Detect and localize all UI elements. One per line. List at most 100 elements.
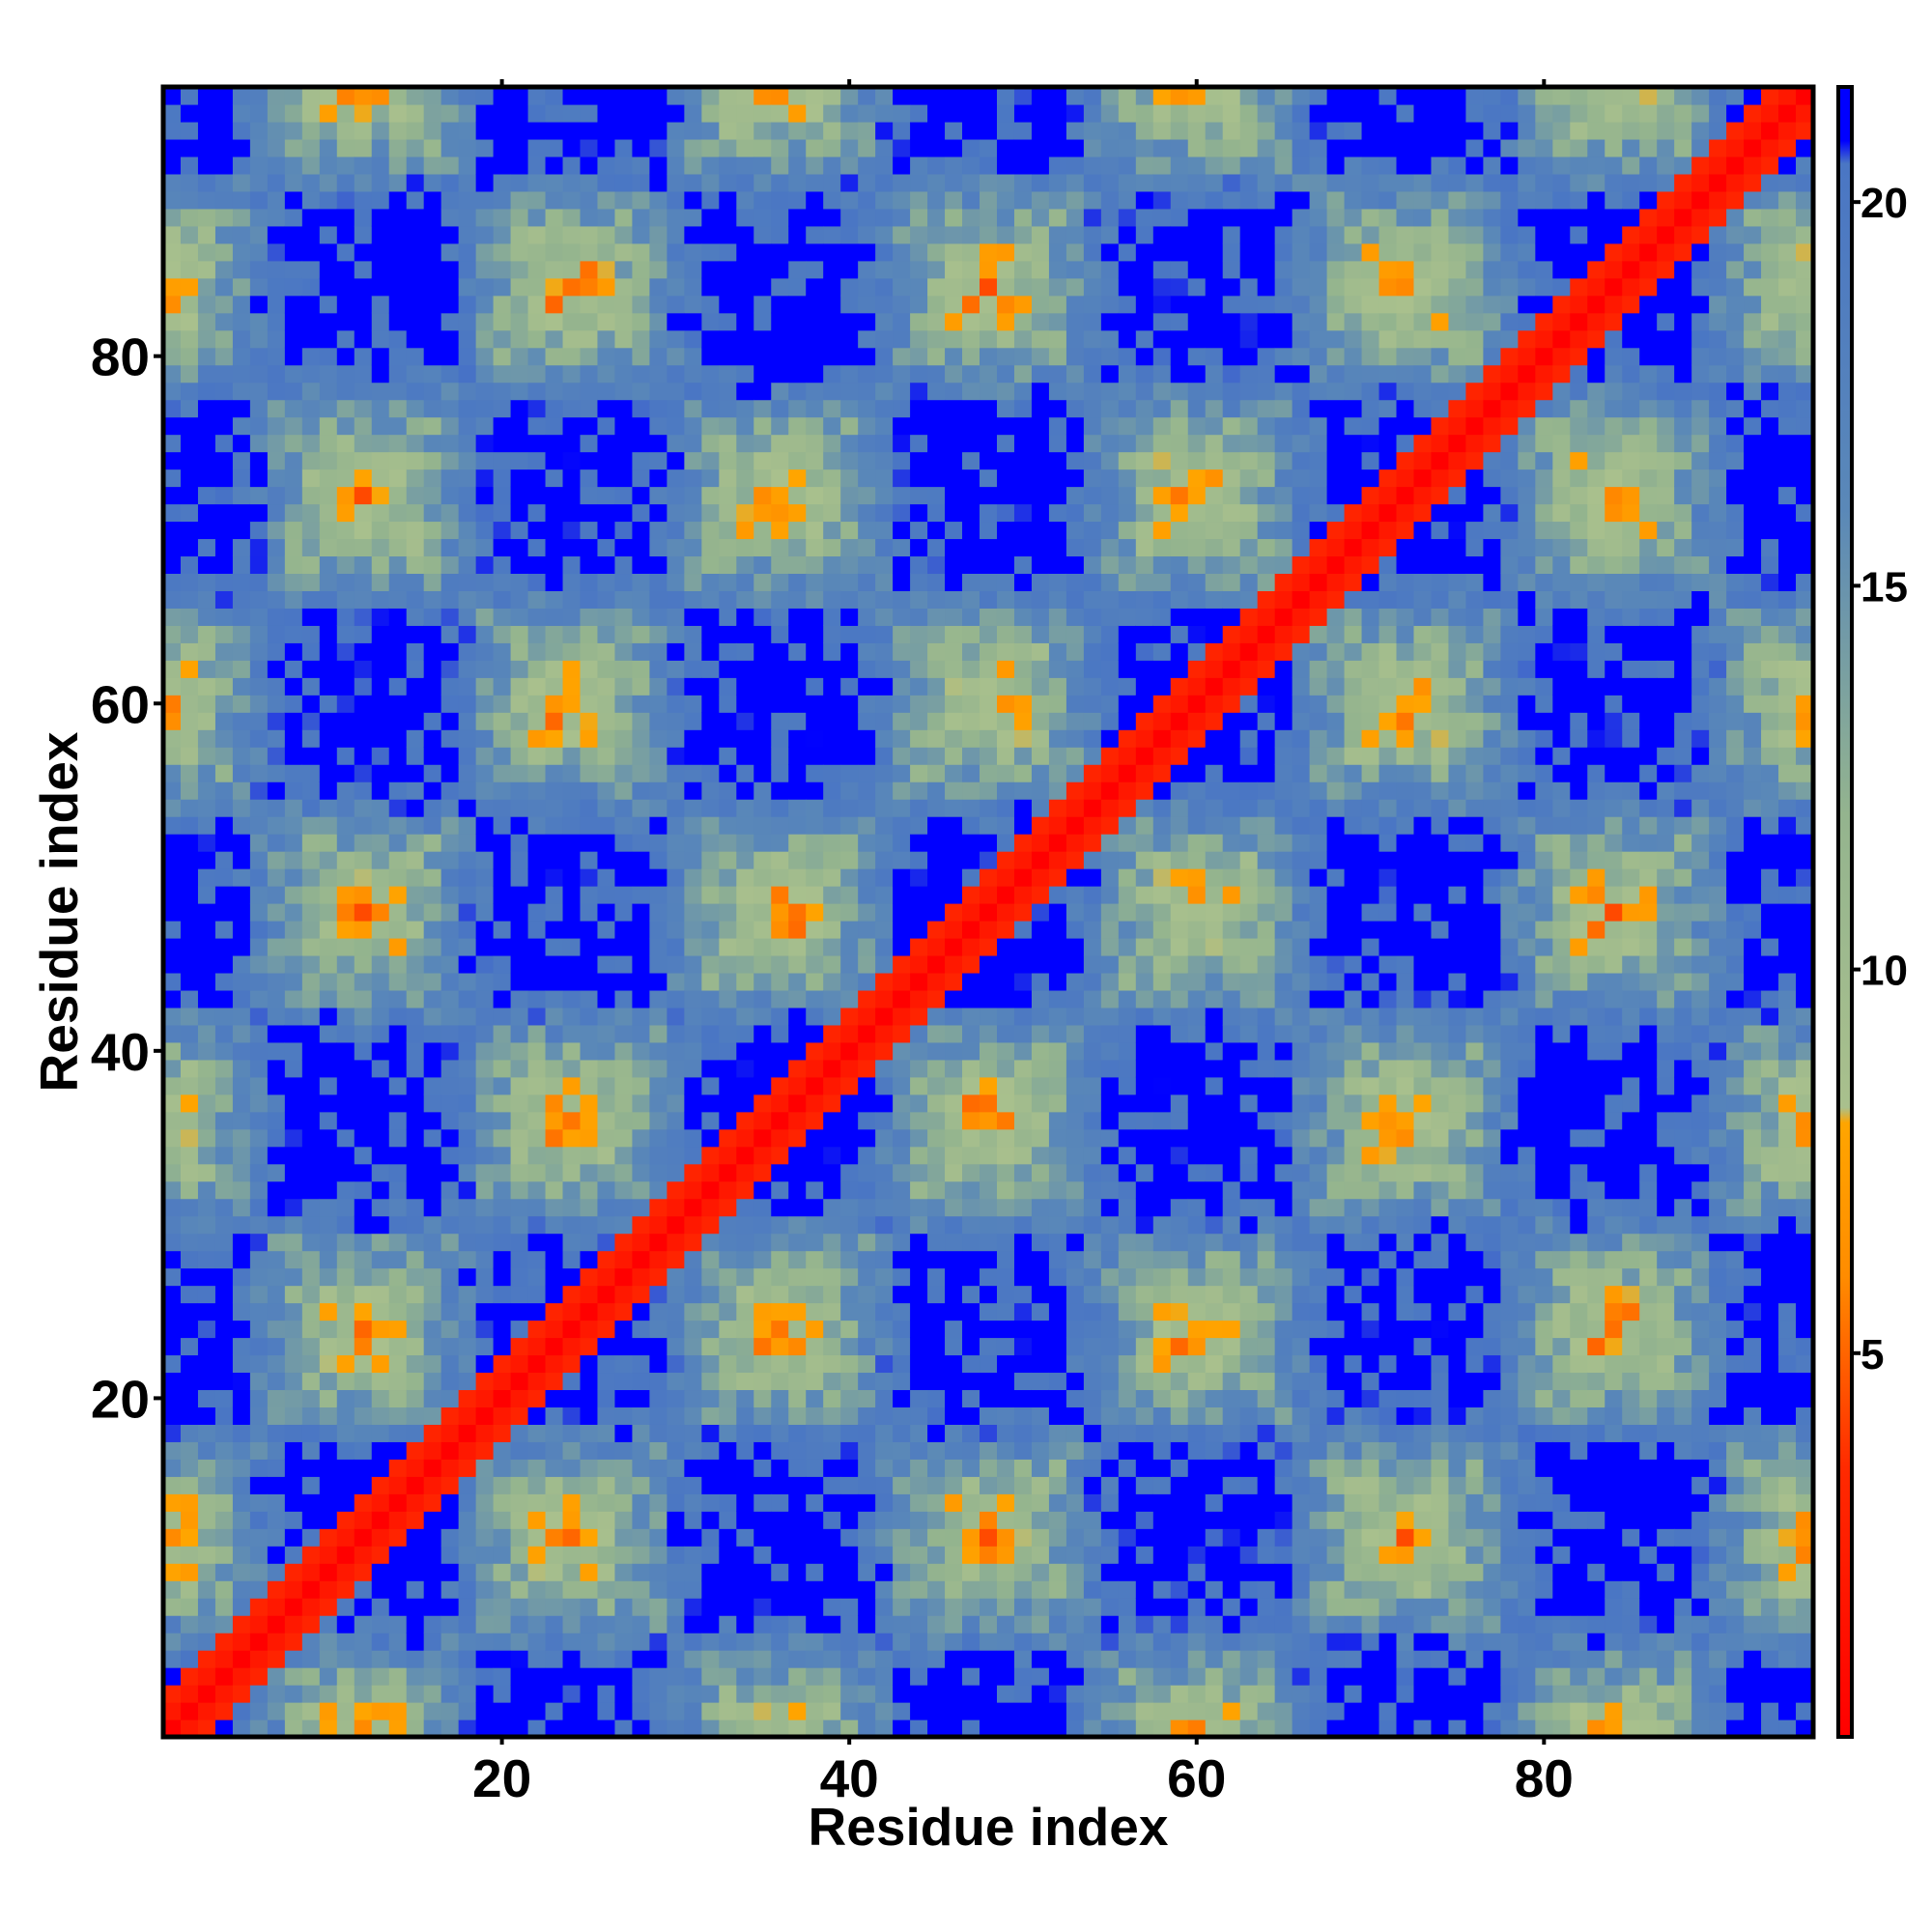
- heatmap-cell: [701, 555, 720, 575]
- heatmap-cell: [1031, 312, 1050, 331]
- heatmap-cell: [440, 173, 460, 192]
- heatmap-cell: [301, 260, 321, 279]
- heatmap-cell: [945, 851, 963, 869]
- heatmap-cell: [1013, 1233, 1033, 1252]
- heatmap-cell: [875, 382, 894, 401]
- heatmap-cell: [319, 1041, 338, 1061]
- heatmap-cell: [388, 260, 408, 279]
- heatmap-cell: [910, 1320, 928, 1339]
- heatmap-cell: [388, 87, 408, 105]
- heatmap-cell: [163, 799, 182, 817]
- heatmap-cell: [614, 416, 634, 436]
- heatmap-cell: [163, 1702, 182, 1720]
- heatmap-cell: [649, 347, 668, 366]
- heatmap-cell: [336, 260, 355, 279]
- heatmap-cell: [562, 1267, 582, 1287]
- heatmap-cell: [1013, 156, 1033, 175]
- heatmap-cell: [823, 173, 841, 192]
- heatmap-cell: [475, 190, 495, 210]
- heatmap-cell: [893, 1702, 911, 1720]
- heatmap-cell: [806, 608, 824, 626]
- heatmap-cell: [232, 1337, 251, 1356]
- heatmap-cell: [423, 1215, 442, 1235]
- heatmap-cell: [1013, 608, 1033, 626]
- heatmap-cell: [214, 799, 234, 817]
- heatmap-cell: [736, 781, 754, 800]
- heatmap-cell: [562, 903, 582, 922]
- heatmap-cell: [910, 1024, 928, 1043]
- heatmap-cell: [806, 590, 824, 609]
- heatmap-cell: [267, 1685, 286, 1703]
- heatmap-cell: [545, 277, 564, 297]
- heatmap-cell: [423, 1685, 442, 1703]
- heatmap-cell: [267, 781, 286, 800]
- heatmap-cell: [753, 1493, 772, 1512]
- heatmap-cell: [545, 87, 564, 105]
- heatmap-cell: [354, 521, 373, 540]
- heatmap-cell: [788, 954, 807, 974]
- heatmap-cell: [284, 1633, 303, 1651]
- heatmap-cell: [510, 1111, 529, 1130]
- heatmap-cell: [806, 190, 824, 210]
- heatmap-cell: [649, 103, 668, 123]
- heatmap-cell: [527, 1250, 547, 1269]
- heatmap-cell: [354, 1580, 373, 1599]
- heatmap-cell: [527, 1076, 547, 1095]
- heatmap-cell: [701, 260, 720, 279]
- heatmap-cell: [597, 521, 616, 540]
- heatmap-cell: [163, 1511, 182, 1529]
- heatmap-cell: [475, 1128, 495, 1148]
- heatmap-cell: [440, 1354, 460, 1374]
- heatmap-cell: [406, 138, 425, 157]
- heatmap-cell: [1048, 816, 1067, 835]
- heatmap-cell: [701, 1546, 720, 1564]
- heatmap-cell: [214, 1111, 234, 1130]
- heatmap-cell: [545, 416, 564, 436]
- heatmap-cell: [232, 1111, 251, 1130]
- heatmap-cell: [406, 868, 425, 887]
- heatmap-cell: [840, 903, 859, 922]
- heatmap-cell: [649, 1320, 668, 1339]
- heatmap-cell: [1013, 486, 1033, 505]
- heatmap-cell: [388, 729, 408, 748]
- heatmap-cell: [406, 677, 425, 696]
- heatmap-cell: [632, 747, 651, 765]
- heatmap-cell: [840, 1615, 859, 1634]
- heatmap-cell: [301, 608, 321, 626]
- heatmap-cell: [388, 1198, 408, 1217]
- heatmap-cell: [423, 260, 442, 279]
- heatmap-cell: [927, 1615, 946, 1634]
- heatmap-cell: [458, 190, 477, 210]
- heatmap-cell: [301, 138, 321, 157]
- heatmap-cell: [597, 1702, 616, 1720]
- heatmap-cell: [632, 1337, 651, 1356]
- heatmap-cell: [475, 799, 495, 817]
- heatmap-cell: [249, 712, 269, 730]
- heatmap-cell: [232, 503, 251, 523]
- heatmap-cell: [493, 1076, 512, 1095]
- heatmap-cell: [649, 608, 668, 626]
- heatmap-cell: [232, 382, 251, 401]
- heatmap-cell: [580, 1128, 599, 1148]
- heatmap-cell: [197, 1702, 216, 1720]
- heatmap-cell: [527, 260, 547, 279]
- heatmap-cell: [806, 781, 824, 800]
- heatmap-cell: [736, 851, 754, 869]
- heatmap-cell: [388, 1650, 408, 1668]
- heatmap-cell: [406, 1180, 425, 1200]
- heatmap-cell: [927, 1233, 946, 1252]
- heatmap-cell: [232, 1528, 251, 1547]
- heatmap-cell: [267, 469, 286, 488]
- heatmap-cell: [371, 834, 390, 852]
- heatmap-cell: [527, 1580, 547, 1599]
- heatmap-cell: [406, 816, 425, 835]
- heatmap-cell: [806, 1094, 824, 1113]
- heatmap-cell: [197, 1598, 216, 1616]
- heatmap-cell: [945, 1598, 963, 1616]
- heatmap-cell: [597, 573, 616, 591]
- heatmap-cell: [510, 677, 529, 696]
- heatmap-cell: [458, 695, 477, 713]
- heatmap-cell: [632, 1633, 651, 1651]
- heatmap-cell: [927, 329, 946, 349]
- heatmap-cell: [701, 781, 720, 800]
